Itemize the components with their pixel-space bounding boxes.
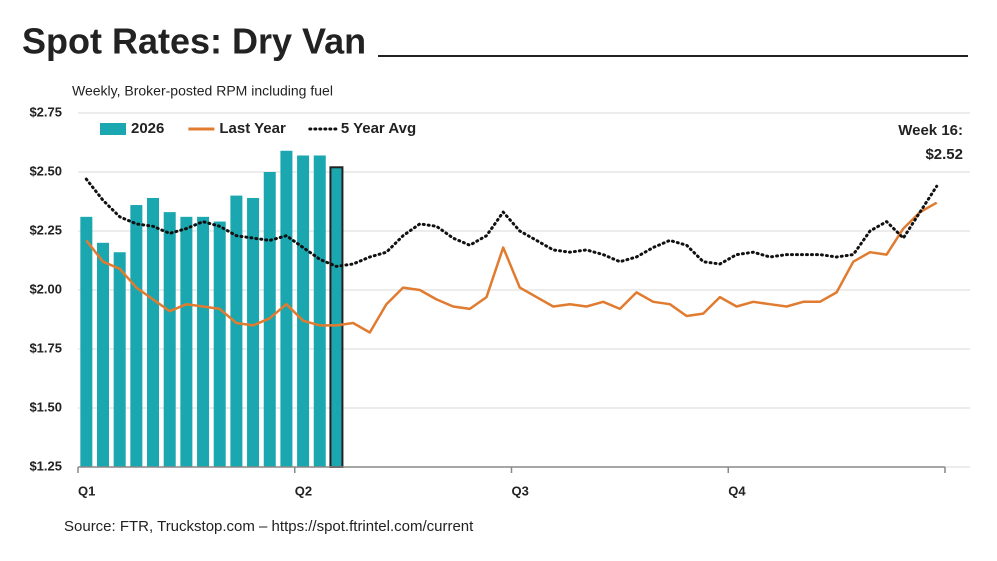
bar: [213, 221, 226, 467]
bar: [180, 216, 193, 467]
legend-label: Last Year: [219, 120, 286, 137]
bar: [297, 155, 310, 468]
x-tick-label: Q1: [78, 483, 95, 498]
annotation: Week 16:: [898, 122, 963, 139]
y-tick-label: $2.00: [29, 281, 62, 296]
bar: [197, 216, 210, 467]
line: [85, 201, 938, 334]
bar: [130, 205, 143, 468]
y-tick-label: $1.25: [29, 458, 62, 473]
bar: [97, 242, 110, 467]
y-tick-label: $2.75: [29, 104, 62, 119]
y-tick-label: $2.25: [29, 222, 62, 237]
bar: [329, 166, 344, 468]
bar: [80, 216, 93, 467]
x-tick-label: Q4: [728, 483, 746, 498]
legend-label: 5 Year Avg: [341, 120, 416, 137]
bar: [113, 252, 126, 467]
dotted-line: [84, 177, 939, 268]
y-tick-label: $2.50: [29, 163, 62, 178]
chart-title: Spot Rates: Dry Van: [22, 21, 366, 62]
bar: [147, 197, 160, 467]
source: Source: FTR, Truckstop.com – https://spo…: [64, 518, 474, 535]
bar: [163, 212, 176, 467]
legend-swatch: [100, 123, 126, 135]
bar: [230, 195, 243, 467]
bar: [280, 150, 293, 467]
y-tick-label: $1.75: [29, 340, 62, 355]
bar: [313, 155, 326, 468]
legend-label: 2026: [131, 120, 164, 137]
annotation: $2.52: [925, 146, 963, 163]
y-tick-label: $1.50: [29, 399, 62, 414]
x-tick-label: Q3: [511, 483, 528, 498]
bar: [247, 197, 260, 467]
x-tick-label: Q2: [295, 483, 312, 498]
subtitle: Weekly, Broker-posted RPM including fuel: [72, 83, 333, 99]
